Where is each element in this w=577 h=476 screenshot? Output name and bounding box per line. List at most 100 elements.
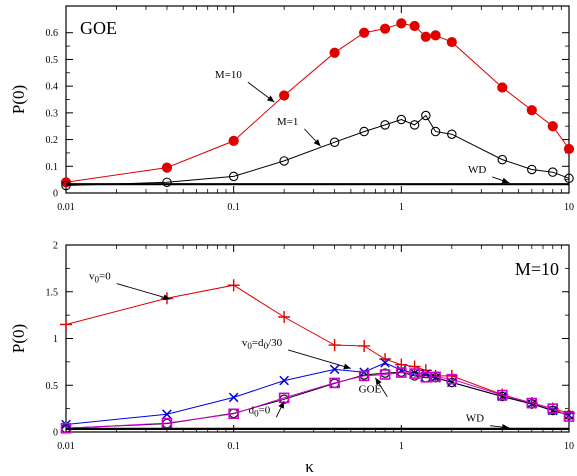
data-point <box>329 137 340 147</box>
data-point <box>227 279 240 292</box>
annotation-text: M=10 <box>215 69 242 81</box>
annotation-text: GOE <box>359 384 382 396</box>
annotation-text-part: v <box>242 337 248 349</box>
panel-label: M=10 <box>515 259 559 279</box>
panel-label: GOE <box>80 18 117 38</box>
data-point <box>526 397 538 409</box>
data-point <box>446 36 457 48</box>
data-point <box>548 167 558 177</box>
data-point <box>359 27 370 38</box>
data-point <box>447 129 457 139</box>
y-tick-label: 0.2 <box>46 135 59 146</box>
data-point <box>379 369 391 380</box>
data-point <box>564 173 574 184</box>
data-point <box>409 20 420 32</box>
x-tick-label: 10 <box>564 202 574 213</box>
y-tick-label: 1.5 <box>46 287 59 298</box>
data-point <box>278 310 291 323</box>
data-point <box>379 23 391 34</box>
x-tick-label: 10 <box>564 441 574 452</box>
data-point <box>430 126 441 137</box>
series-line <box>65 114 570 186</box>
data-point <box>497 82 508 93</box>
data-point <box>563 143 575 155</box>
annotation-text: WD <box>468 164 486 176</box>
annotation-arrow <box>288 349 351 369</box>
y-tick-label: 0 <box>53 189 58 200</box>
annotation-text-part: v <box>89 271 95 283</box>
data-point <box>380 120 390 130</box>
plot-frame <box>65 244 570 433</box>
annotation: v0=d0/30 <box>242 337 351 370</box>
data-point <box>329 377 340 389</box>
data-point <box>547 121 558 132</box>
data-point <box>396 18 407 29</box>
annotation-subscript: 0 <box>254 408 259 418</box>
annotation-text-part: =0 <box>99 271 111 283</box>
annotation-arrow <box>116 283 171 300</box>
series-line <box>65 22 570 183</box>
arrow-head <box>313 139 321 147</box>
x-tick-label: 0.01 <box>57 202 75 213</box>
data-point <box>329 47 340 58</box>
annotation-text: v0=d0/30 <box>242 337 283 351</box>
series-line <box>65 372 570 429</box>
data-point <box>162 177 172 188</box>
annotation: GOE <box>359 377 388 397</box>
annotation: d0=0 <box>249 400 285 418</box>
annotation-text-part: =d <box>252 337 264 349</box>
panel-1: 0.01 0.1 1 10 0 0.1 0.2 0.3 0.4 0.5 0.6 P(0) GOE M=10… <box>9 5 575 213</box>
y-tick-label: 1 <box>53 334 58 345</box>
data-point <box>61 180 71 191</box>
data-point <box>547 403 559 414</box>
arrow-head <box>375 377 382 386</box>
arrow-head <box>267 95 275 103</box>
series-d0-0 <box>61 367 574 434</box>
y-axis-label: P(0) <box>9 85 28 114</box>
data-point <box>358 339 371 352</box>
data-point <box>446 373 458 385</box>
x-tick-label: 1 <box>399 202 404 213</box>
data-point <box>563 411 575 422</box>
annotation-text-part: /30 <box>268 337 283 349</box>
data-point <box>279 90 290 101</box>
annotation: M=10 <box>215 69 275 103</box>
data-point <box>396 367 407 378</box>
series-goe <box>60 367 575 434</box>
data-point <box>329 364 340 375</box>
annotation: WD <box>466 413 510 431</box>
arrow-head <box>343 363 351 370</box>
y-tick-label: 0.3 <box>46 108 59 119</box>
series-m-10 <box>60 18 575 188</box>
annotation: M=1 <box>277 116 321 147</box>
y-tick-label: 2 <box>53 241 58 252</box>
arrow-head <box>501 177 510 184</box>
annotation-subscript: 0 <box>95 275 100 285</box>
annotation-text-part: d <box>249 404 255 416</box>
data-point <box>497 154 508 165</box>
data-point <box>380 357 390 368</box>
data-point <box>60 318 72 331</box>
annotation-text-part: =0 <box>259 404 271 416</box>
data-point <box>496 389 508 401</box>
data-point <box>421 110 431 121</box>
y-tick-label: 0.6 <box>46 28 59 39</box>
data-point <box>161 417 173 429</box>
data-point <box>328 339 341 352</box>
data-point <box>396 114 407 125</box>
data-point <box>359 126 369 137</box>
data-point <box>279 156 289 166</box>
annotation: v0=0 <box>89 271 171 301</box>
annotation-text: WD <box>466 413 484 425</box>
data-point <box>527 164 537 175</box>
annotation-subscript: 0 <box>264 341 269 351</box>
y-tick-label: 0.4 <box>46 82 59 93</box>
y-tick-label: 0.1 <box>46 162 59 173</box>
data-point <box>278 392 290 404</box>
data-point <box>430 30 441 41</box>
annotation-subscript: 0 <box>247 341 252 351</box>
series-line <box>65 371 570 429</box>
data-point <box>161 162 173 173</box>
y-axis-label: P(0) <box>9 324 28 353</box>
